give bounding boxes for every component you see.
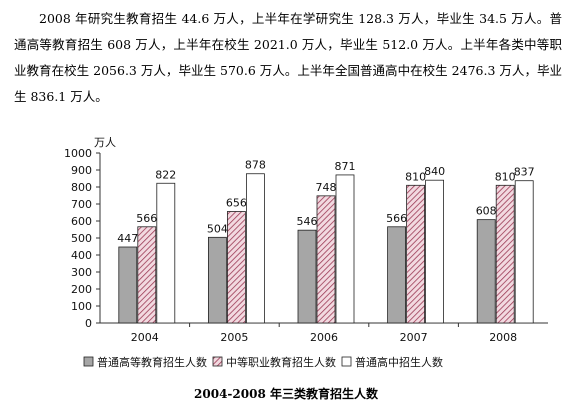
bar-series-0 (297, 229, 317, 324)
data-label: 837 (514, 166, 535, 179)
y-tick-label: 0 (85, 317, 92, 330)
bar-series-1 (406, 184, 426, 324)
bar-series-1 (495, 184, 515, 324)
y-tick-label: 400 (71, 249, 92, 262)
y-tick-label: 600 (71, 215, 92, 228)
x-tick-label: 2006 (310, 331, 338, 344)
bar-series-1 (316, 195, 336, 324)
legend-group: 普通高等教育招生人数 中等职业教育招生人数 普通高中招生人数 (83, 355, 443, 369)
data-label: 447 (117, 232, 138, 245)
data-label: 810 (405, 170, 426, 183)
y-tick-label: 500 (71, 232, 92, 245)
data-label: 822 (155, 168, 176, 181)
intro-paragraph: 2008 年研究生教育招生 44.6 万人，上半年在学研究生 128.3 万人，… (14, 11, 562, 104)
bar-series-2 (245, 173, 265, 324)
legend-label: 普通高等教育招生人数 (97, 355, 207, 369)
bar-series-0 (387, 226, 407, 324)
y-tick-label: 800 (71, 181, 92, 194)
bar-series-2 (335, 174, 355, 324)
data-label: 871 (335, 160, 356, 173)
legend-swatch-2 (341, 356, 352, 367)
y-axis-unit-label: 万人 (94, 136, 116, 149)
y-tick-label: 700 (71, 198, 92, 211)
bar-series-1 (226, 211, 246, 324)
y-tick-label: 300 (71, 266, 92, 279)
x-tick-label: 2008 (489, 331, 517, 344)
data-label: 840 (424, 165, 445, 178)
data-label: 504 (207, 222, 228, 235)
x-tick-label: 2004 (131, 331, 159, 344)
bar-series-2 (514, 180, 534, 324)
data-label: 748 (316, 181, 337, 194)
y-tick-label: 200 (71, 283, 92, 296)
data-label: 566 (136, 212, 157, 225)
bar-series-2 (156, 182, 176, 324)
bar-series-0 (476, 219, 496, 324)
y-tick-label: 900 (71, 164, 92, 177)
legend-swatch-1 (212, 356, 223, 367)
data-label: 546 (297, 215, 318, 228)
data-labels-group: 4475668225046568785467488715668108406088… (117, 159, 534, 245)
data-label: 878 (245, 159, 266, 172)
y-tick-label: 100 (71, 300, 92, 313)
bar-series-2 (425, 179, 445, 324)
x-tick-label: 2007 (400, 331, 428, 344)
data-label: 608 (476, 205, 497, 218)
axes-group: 0 100 200 300 400 500 600 700 800 900 1000 2004 2005… (64, 147, 548, 344)
bars-group (118, 173, 534, 324)
x-tick-label: 2005 (220, 331, 248, 344)
data-label: 810 (495, 170, 516, 183)
bar-series-0 (118, 246, 138, 324)
bar-series-0 (207, 236, 227, 324)
bar-series-1 (137, 226, 157, 324)
y-tick-label: 1000 (64, 147, 92, 160)
chart-title: 2004-2008 年三类教育招生人数 (194, 386, 379, 401)
legend-swatch-0 (83, 356, 94, 367)
data-label: 656 (226, 196, 247, 209)
legend-label: 中等职业教育招生人数 (226, 355, 336, 369)
data-label: 566 (386, 212, 407, 225)
legend-label: 普通高中招生人数 (355, 355, 443, 369)
